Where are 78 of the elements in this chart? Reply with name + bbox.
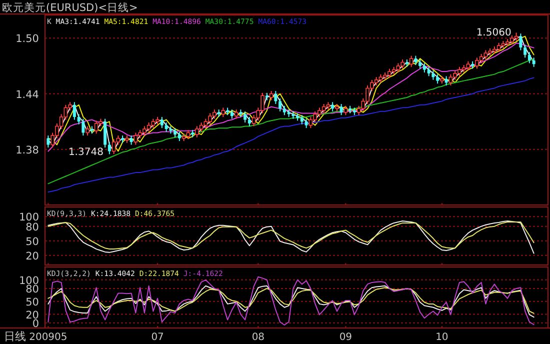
candlestick [432, 70, 435, 80]
candlestick [178, 131, 181, 142]
x-tick-label: 200905 [29, 332, 68, 343]
y-tick-label: 1.50 [16, 33, 39, 46]
candlestick [46, 134, 50, 148]
candlestick [475, 57, 479, 70]
y-tick-label: 50 [26, 236, 39, 248]
x-tick-label: 08 [252, 332, 265, 343]
candlestick [77, 114, 80, 125]
candlestick [304, 118, 308, 129]
x-tick-label: 10 [436, 332, 448, 343]
y-tick-label: 50 [26, 296, 39, 308]
annotation: 1.3748 [68, 147, 104, 158]
candlestick [300, 114, 304, 125]
annotation: 1.5060 [476, 28, 512, 39]
text: 日线 [4, 330, 26, 343]
candlestick [331, 102, 334, 112]
candlestick [524, 44, 527, 58]
candlestick [344, 105, 348, 116]
candlestick [422, 62, 426, 73]
candlestick [104, 118, 107, 148]
y-tick-label: 80 [26, 221, 39, 234]
candlestick [322, 103, 326, 114]
chart-title: 欧元美元(EURUSD)<日线> [2, 1, 138, 14]
candlestick [436, 74, 440, 84]
candlestick [248, 116, 251, 127]
candlestick [528, 52, 531, 64]
candlestick [82, 118, 85, 136]
candlestick [234, 109, 238, 120]
candlestick [204, 118, 208, 129]
line-series [48, 276, 534, 326]
candlestick [108, 141, 111, 155]
candlestick [174, 128, 177, 138]
candlestick [448, 74, 453, 86]
candlestick [86, 126, 90, 136]
candlestick [151, 118, 156, 129]
candlestick [134, 132, 138, 146]
candlestick [160, 116, 164, 129]
candlestick [112, 138, 116, 155]
candlestick [519, 33, 522, 51]
candlestick [72, 102, 76, 120]
candlestick [278, 98, 282, 112]
y-tick-label: 100 [18, 212, 39, 224]
x-tick-label: 09 [339, 332, 352, 343]
candlestick [418, 58, 422, 70]
candlestick [230, 109, 234, 120]
y-tick-label: 1.38 [16, 144, 39, 156]
candlestick [414, 55, 418, 66]
candlestick [195, 126, 199, 138]
candlestick [146, 122, 151, 132]
candlestick [244, 110, 247, 124]
candlestick [427, 66, 430, 77]
candlestick [484, 50, 488, 60]
candlestick [130, 134, 133, 146]
candlestick [466, 60, 470, 72]
candlestick [199, 122, 204, 132]
candlestick [532, 57, 536, 68]
candlestick [400, 58, 404, 70]
y-tick-label: 80 [26, 283, 39, 296]
candlestick [479, 53, 484, 64]
candlestick [94, 120, 98, 134]
candlestick [496, 42, 501, 53]
y-tick-label: 1.44 [16, 88, 40, 101]
line-series [48, 77, 534, 193]
candlestick [221, 107, 226, 118]
candlestick [269, 90, 274, 101]
candlestick [340, 103, 343, 116]
candlestick [282, 105, 286, 116]
candlestick [356, 105, 361, 116]
y-tick-label: 20 [26, 250, 39, 262]
candlestick [444, 76, 448, 86]
candlestick [274, 90, 278, 104]
x-tick-label: 07 [151, 332, 164, 343]
candlestick [396, 62, 400, 73]
candlestick [186, 129, 190, 140]
candlestick [409, 55, 414, 68]
y-tick-label: 0 [32, 318, 39, 330]
candlestick [164, 122, 168, 132]
